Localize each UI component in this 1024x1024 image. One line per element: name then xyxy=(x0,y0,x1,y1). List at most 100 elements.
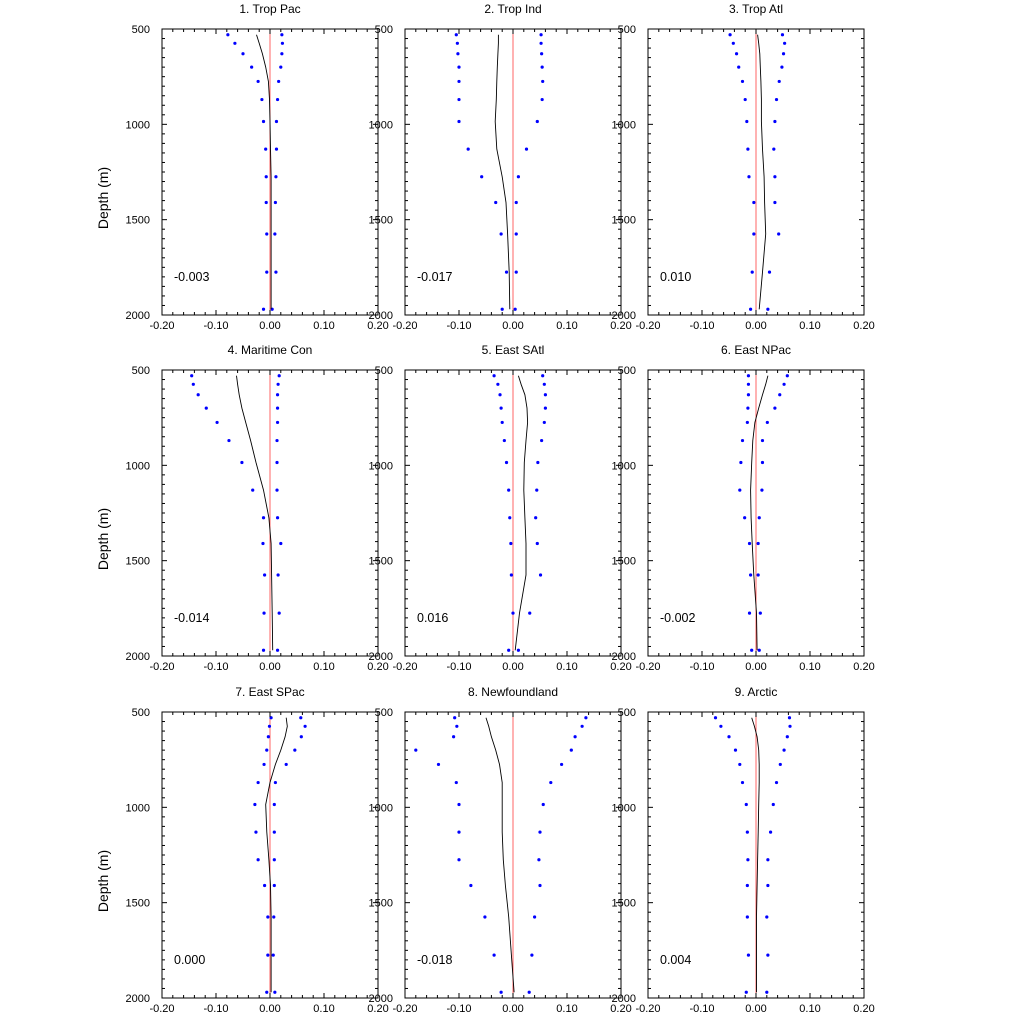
x-tick-label: 0.10 xyxy=(313,1003,334,1015)
upper-point xyxy=(765,990,769,994)
upper-point xyxy=(274,175,278,179)
lower-point xyxy=(719,724,723,728)
upper-point xyxy=(760,488,764,492)
y-tick-label: 1500 xyxy=(612,898,636,910)
x-tick-label: -0.10 xyxy=(203,320,228,332)
lower-point xyxy=(747,611,752,615)
panel-4: 4. Maritime Con -0.20 -0.10 0.00 0.10 0.20 500… xyxy=(95,343,389,673)
y-tick-label: 500 xyxy=(375,24,393,36)
upper-point xyxy=(772,147,776,151)
panel-5: 5. East SAtl -0.20 -0.10 0.00 0.10 0.20 500 100… xyxy=(369,343,632,673)
lower-point xyxy=(502,438,506,443)
upper-point xyxy=(757,516,761,520)
upper-point xyxy=(299,716,303,720)
x-tick-label: -0.10 xyxy=(446,661,471,673)
lower-point xyxy=(261,648,266,652)
x-tick-label: 0.00 xyxy=(502,661,523,673)
upper-point xyxy=(760,438,765,443)
x-tick-label: 0.20 xyxy=(367,1003,388,1015)
lower-point xyxy=(734,52,739,56)
x-tick-label: -0.20 xyxy=(392,320,417,332)
lower-point xyxy=(739,460,743,465)
lower-point xyxy=(745,420,749,425)
upper-point xyxy=(540,65,544,69)
upper-point xyxy=(766,858,770,862)
mean-profile-line xyxy=(757,34,767,310)
spread-points xyxy=(454,33,545,311)
lower-point xyxy=(260,97,264,102)
upper-point xyxy=(530,953,534,957)
upper-point xyxy=(275,488,279,492)
x-tick-label: -0.10 xyxy=(446,320,471,332)
x-tick-label: 0.10 xyxy=(799,661,820,673)
x-tick-label: 0.20 xyxy=(853,1003,874,1015)
x-tick-label: -0.10 xyxy=(689,320,714,332)
lower-point xyxy=(264,147,268,151)
lower-point xyxy=(746,374,751,378)
panel-title: 1. Trop Pac xyxy=(239,2,300,16)
upper-point xyxy=(276,573,280,577)
lower-point xyxy=(233,41,237,45)
lower-point xyxy=(469,883,473,888)
lower-point xyxy=(456,52,460,56)
lower-point xyxy=(740,79,745,84)
x-tick-label: -0.20 xyxy=(635,661,660,673)
x-tick-label: -0.10 xyxy=(689,661,714,673)
stat-value: -0.002 xyxy=(660,611,695,625)
upper-point xyxy=(780,33,785,37)
upper-point xyxy=(514,270,518,274)
lower-point xyxy=(749,573,753,577)
lower-point xyxy=(254,830,258,834)
lower-point xyxy=(746,406,750,410)
upper-point xyxy=(774,780,779,785)
lower-point xyxy=(266,735,270,739)
lower-point xyxy=(498,393,502,397)
y-tick-label: 1500 xyxy=(369,215,393,227)
x-tick-label: 0.00 xyxy=(745,1003,766,1015)
lower-point xyxy=(261,516,266,520)
upper-point xyxy=(533,915,537,919)
spread-points xyxy=(190,374,283,652)
lower-point xyxy=(455,41,459,45)
y-tick-label: 2000 xyxy=(126,310,150,322)
spread-points xyxy=(253,716,307,994)
upper-point xyxy=(539,41,543,45)
upper-point xyxy=(782,382,786,386)
upper-point xyxy=(273,990,277,994)
x-tick-label: 0.10 xyxy=(799,1003,820,1015)
upper-point xyxy=(534,516,538,520)
stat-value: -0.018 xyxy=(417,953,452,967)
upper-point xyxy=(538,830,542,834)
y-tick-label: 1500 xyxy=(126,215,150,227)
x-tick-label: -0.20 xyxy=(635,1003,660,1015)
x-tick-label: -0.20 xyxy=(392,661,417,673)
stat-value: -0.014 xyxy=(174,611,209,625)
lower-point xyxy=(261,307,266,311)
lower-point xyxy=(746,147,750,151)
x-tick-label: -0.20 xyxy=(149,661,174,673)
upper-point xyxy=(535,119,539,124)
y-tick-label: 1000 xyxy=(369,460,393,472)
x-tick-label: 0.00 xyxy=(259,1003,280,1015)
lower-point xyxy=(256,858,260,862)
panel-title: 3. Trop Atl xyxy=(729,2,783,16)
lower-point xyxy=(752,232,756,236)
panel-title: 6. East NPac xyxy=(721,343,791,357)
x-tick-label: 0.20 xyxy=(610,1003,631,1015)
x-tick-label: -0.20 xyxy=(149,1003,174,1015)
upper-point xyxy=(773,200,777,205)
upper-point xyxy=(273,232,277,236)
upper-point xyxy=(773,175,777,179)
lower-point xyxy=(507,648,511,652)
mean-profile-line xyxy=(750,375,769,651)
lower-point xyxy=(745,119,749,124)
lower-point xyxy=(727,735,731,739)
stat-value: -0.017 xyxy=(417,270,452,284)
upper-point xyxy=(275,393,280,397)
upper-point xyxy=(275,420,280,425)
upper-point xyxy=(766,307,770,311)
stat-value: 0.016 xyxy=(417,611,448,625)
upper-point xyxy=(773,119,777,124)
upper-point xyxy=(541,374,545,378)
